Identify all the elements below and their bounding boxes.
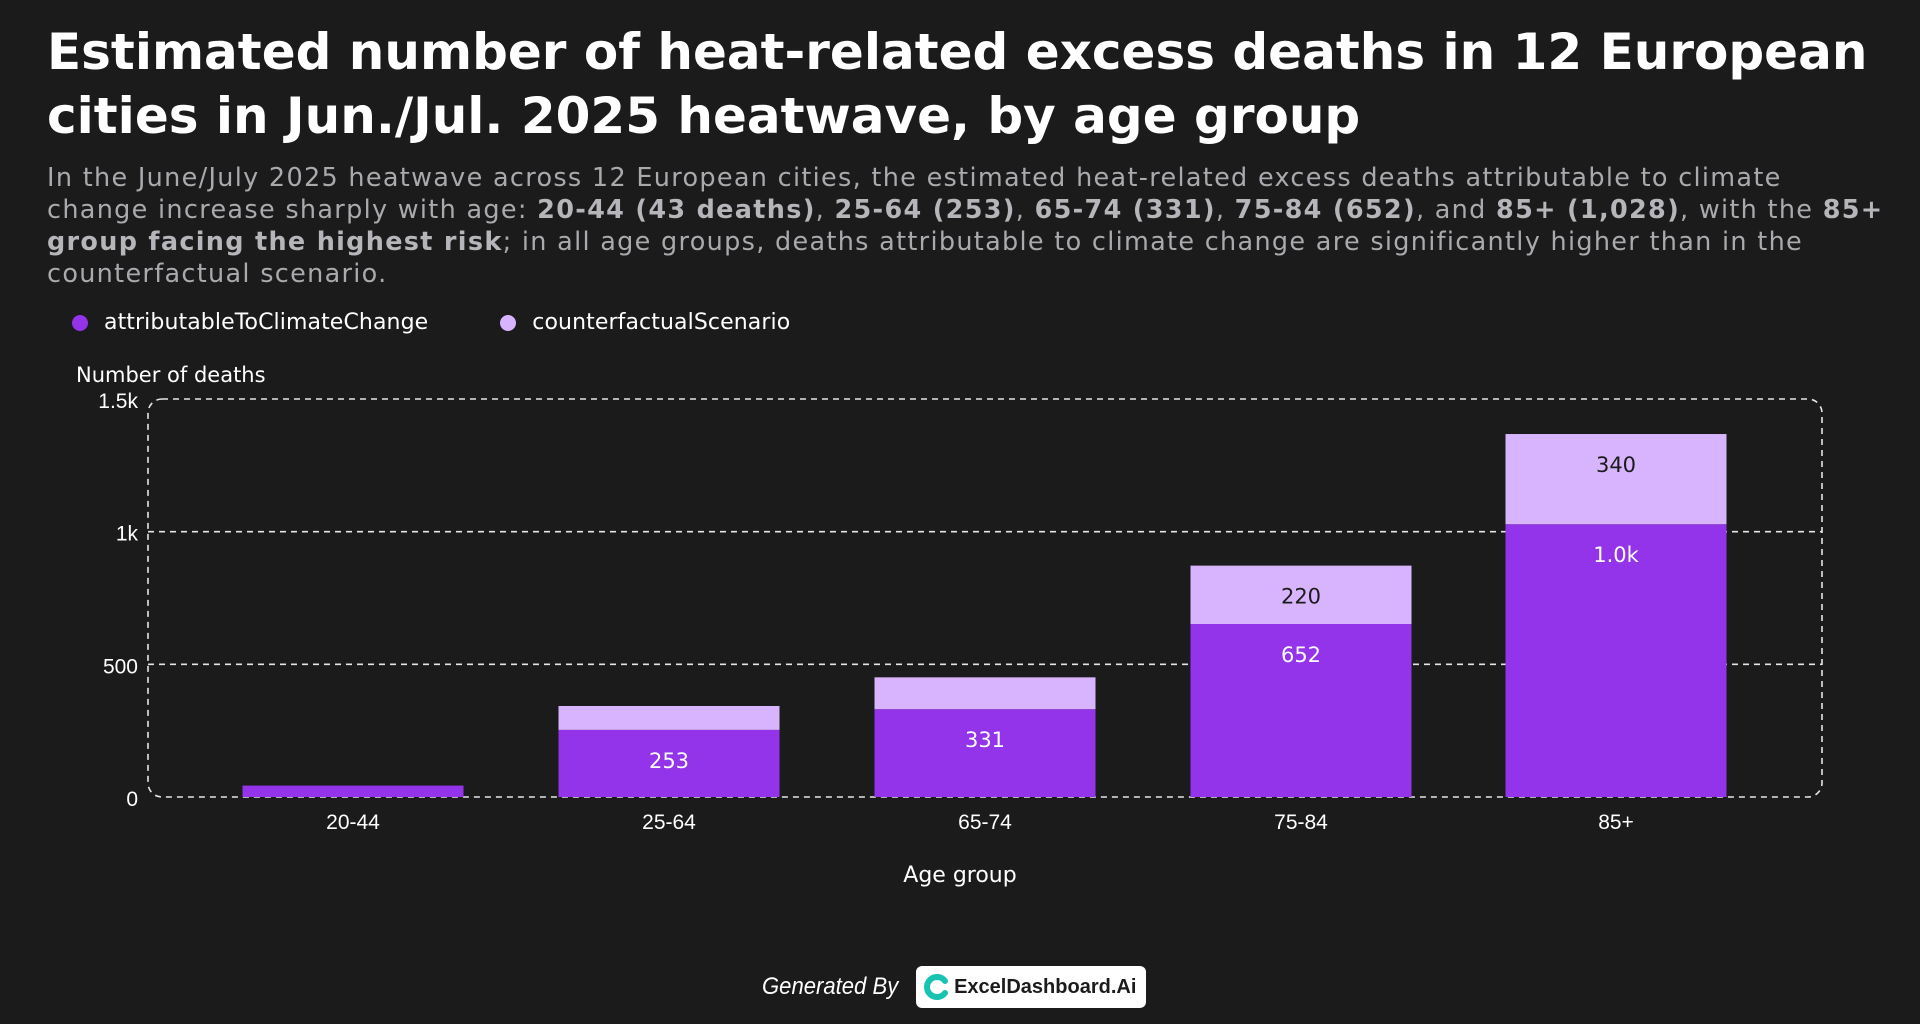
subtitle-text: , xyxy=(1015,195,1035,225)
subtitle-text: , xyxy=(1215,195,1235,225)
bar-attributableToClimateChange-20-44 xyxy=(242,785,464,797)
data-label: 253 xyxy=(649,749,689,773)
legend-label: counterfactualScenario xyxy=(532,310,791,335)
chart-legend: attributableToClimateChange counterfactua… xyxy=(72,310,862,335)
bar-counterfactualScenario-25-64 xyxy=(558,705,780,730)
subtitle-highlight: 20-44 (43 deaths) xyxy=(537,195,816,225)
subtitle-text: , with the xyxy=(1680,195,1823,225)
subtitle-highlight: 25-64 (253) xyxy=(834,195,1016,225)
generated-by-label: Generated By xyxy=(762,973,899,1000)
footer: Generated By ExcelDashboard.Ai xyxy=(762,966,1147,1008)
y-tick-label: 1k xyxy=(116,523,139,546)
bar-attributableToClimateChange-85+ xyxy=(1505,524,1727,797)
y-tick-label: 1.5k xyxy=(98,390,138,413)
subtitle-text: ; in all age groups, deaths attributable… xyxy=(47,227,1804,289)
data-label: 652 xyxy=(1281,643,1321,667)
x-axis-label: Age group xyxy=(903,863,1016,888)
bar-attributableToClimateChange-65-74 xyxy=(874,709,1096,797)
brand-badge[interactable]: ExcelDashboard.Ai xyxy=(916,966,1147,1008)
legend-label: attributableToClimateChange xyxy=(104,310,429,335)
subtitle-text: In the June/July 2025 heatwave across 12… xyxy=(47,163,1782,225)
legend-item-counterfactualScenario[interactable]: counterfactualScenario xyxy=(500,310,790,335)
bar-counterfactualScenario-75-84 xyxy=(1190,565,1412,625)
bar-counterfactualScenario-65-74 xyxy=(874,677,1096,710)
x-tick-label: 20-44 xyxy=(326,811,380,834)
x-tick-label: 75-84 xyxy=(1274,811,1328,834)
brand-logo-icon xyxy=(924,974,949,1000)
x-tick-label: 65-74 xyxy=(958,811,1012,834)
subtitle-text: , and xyxy=(1415,195,1497,225)
legend-swatch xyxy=(72,314,88,331)
bar-attributableToClimateChange-25-64 xyxy=(558,729,780,797)
subtitle-highlight: 75-84 (652) xyxy=(1234,195,1416,225)
subtitle-highlight: 65-74 (331) xyxy=(1034,195,1216,225)
y-axis-label: Number of deaths xyxy=(76,363,266,387)
bar-attributableToClimateChange-75-84 xyxy=(1190,624,1412,797)
data-label: 340 xyxy=(1596,453,1636,477)
chart-title: Estimated number of heat-related excess … xyxy=(47,23,1868,145)
subtitle-highlight: 85+ (1,028) xyxy=(1496,195,1681,225)
legend-swatch xyxy=(500,314,517,331)
x-tick-label: 85+ xyxy=(1598,811,1634,834)
subtitle-text: , xyxy=(815,195,835,225)
y-tick-label: 0 xyxy=(126,788,138,811)
chart-subtitle: In the June/July 2025 heatwave across 12… xyxy=(47,162,1887,290)
data-label: 220 xyxy=(1281,585,1321,609)
bar-counterfactualScenario-85+ xyxy=(1505,434,1727,525)
subtitle-highlight: 85+ group facing the highest risk xyxy=(47,195,1884,257)
data-label: 331 xyxy=(965,728,1005,752)
x-tick-label: 25-64 xyxy=(642,811,696,834)
legend-item-attributableToClimateChange[interactable]: attributableToClimateChange xyxy=(72,310,428,335)
data-label: 1.0k xyxy=(1593,543,1639,567)
y-tick-label: 500 xyxy=(103,655,138,678)
brand-name: ExcelDashboard.Ai xyxy=(954,975,1137,998)
